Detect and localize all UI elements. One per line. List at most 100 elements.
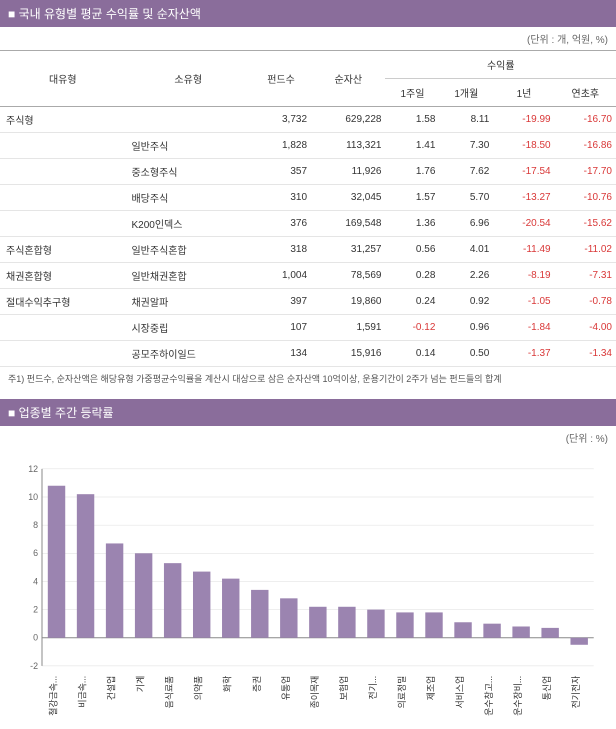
th-funds: 펀드수 [251,51,311,107]
table-cell: 0.56 [385,237,439,263]
svg-text:기계: 기계 [135,675,146,691]
table-cell [125,107,250,133]
svg-text:화학: 화학 [223,675,233,691]
svg-text:유통업: 유통업 [281,675,291,699]
svg-text:2: 2 [33,604,38,614]
bar [512,626,529,637]
svg-text:보험업: 보험업 [339,675,349,699]
svg-text:-2: -2 [30,660,38,670]
bar [309,606,326,637]
svg-text:전기전자: 전기전자 [571,675,581,708]
table-cell: 318 [251,237,311,263]
table-cell: 310 [251,185,311,211]
table-cell: 1.41 [385,133,439,159]
table-cell: 8.11 [439,107,493,133]
table-cell: 31,257 [311,237,385,263]
bar [77,494,94,638]
table-row: 채권혼합형일반채권혼합1,00478,5690.282.26-8.19-7.31 [0,263,616,289]
svg-text:운수창고...: 운수창고... [484,675,494,715]
svg-text:종이목재: 종이목재 [310,675,320,708]
table-cell: -18.50 [493,133,554,159]
table-cell: 11,926 [311,159,385,185]
table-cell: -4.00 [555,315,616,341]
bar-chart: -2024681012철강금속...비금속...건설업기계음식료품의약품화학증권… [8,459,608,725]
table-cell: 1.36 [385,211,439,237]
table-cell: 169,548 [311,211,385,237]
table-cell [0,341,125,367]
table-cell: 공모주하이일드 [125,341,250,367]
table-cell: 5.70 [439,185,493,211]
table-cell: -1.84 [493,315,554,341]
table-cell: 채권혼합형 [0,263,125,289]
th-asset: 순자산 [311,51,385,107]
table-row: 일반주식1,828113,3211.417.30-18.50-16.86 [0,133,616,159]
footnote: 주1) 펀드수, 순자산액은 해당유형 가중평균수익률을 계산시 대상으로 삼은… [0,367,616,399]
table-cell: -11.02 [555,237,616,263]
table-cell [0,133,125,159]
bar [338,606,355,637]
table-cell [0,185,125,211]
section1-title: ■ 국내 유형별 평균 수익률 및 순자산액 [0,0,616,27]
svg-text:건설업: 건설업 [107,675,117,699]
table-cell: -0.78 [555,289,616,315]
table-cell: 중소형주식 [125,159,250,185]
table-cell: 0.96 [439,315,493,341]
table-row: 절대수익추구형채권알파39719,8600.240.92-1.05-0.78 [0,289,616,315]
table-cell: 7.30 [439,133,493,159]
table-cell: 1,591 [311,315,385,341]
bar [541,627,558,637]
table-row: 주식혼합형일반주식혼합31831,2570.564.01-11.49-11.02 [0,237,616,263]
table-cell: 0.28 [385,263,439,289]
table-cell: 0.14 [385,341,439,367]
svg-text:제조업: 제조업 [426,675,436,699]
table-cell: 1.57 [385,185,439,211]
table-cell: 113,321 [311,133,385,159]
table-cell: 0.92 [439,289,493,315]
table-cell: 배당주식 [125,185,250,211]
bar [222,578,239,637]
table-cell: 일반주식혼합 [125,237,250,263]
table-cell: 주식혼합형 [0,237,125,263]
table-cell: -20.54 [493,211,554,237]
table-cell: 15,916 [311,341,385,367]
th-m1: 1개월 [439,79,493,107]
table-cell [0,315,125,341]
svg-text:의료정밀: 의료정밀 [396,675,407,708]
table-cell: -8.19 [493,263,554,289]
bar [425,612,442,637]
th-returns: 수익률 [385,51,616,79]
table-cell: 1.58 [385,107,439,133]
table-row: K200인덱스376169,5481.366.96-20.54-15.62 [0,211,616,237]
table-cell: 629,228 [311,107,385,133]
table-row: 배당주식31032,0451.575.70-13.27-10.76 [0,185,616,211]
bar [396,612,413,637]
bar [280,598,297,637]
table-cell: 357 [251,159,311,185]
svg-text:철강금속...: 철강금속... [49,675,59,715]
table-cell: -10.76 [555,185,616,211]
svg-text:4: 4 [33,576,38,586]
bar [193,571,210,637]
table-cell: -15.62 [555,211,616,237]
chart-container: -2024681012철강금속...비금속...건설업기계음식료품의약품화학증권… [0,449,616,729]
svg-text:12: 12 [28,463,38,473]
section2-unit: (단위 : %) [0,426,616,449]
svg-text:통신업: 통신업 [542,675,552,699]
table-cell: 0.24 [385,289,439,315]
table-row: 주식형3,732629,2281.588.11-19.99-16.70 [0,107,616,133]
fund-table: 대유형 소유형 펀드수 순자산 수익률 1주일 1개월 1년 연초후 주식형3,… [0,50,616,367]
table-cell: -1.05 [493,289,554,315]
svg-text:비금속...: 비금속... [78,675,88,707]
table-cell: 3,732 [251,107,311,133]
table-cell: 78,569 [311,263,385,289]
th-y1: 1년 [493,79,554,107]
table-cell: 채권알파 [125,289,250,315]
bar [135,553,152,637]
section1-unit: (단위 : 개, 억원, %) [0,27,616,50]
table-cell: -17.54 [493,159,554,185]
table-cell [0,211,125,237]
table-cell: 1,004 [251,263,311,289]
table-cell: -0.12 [385,315,439,341]
table-cell: 376 [251,211,311,237]
table-cell: 397 [251,289,311,315]
